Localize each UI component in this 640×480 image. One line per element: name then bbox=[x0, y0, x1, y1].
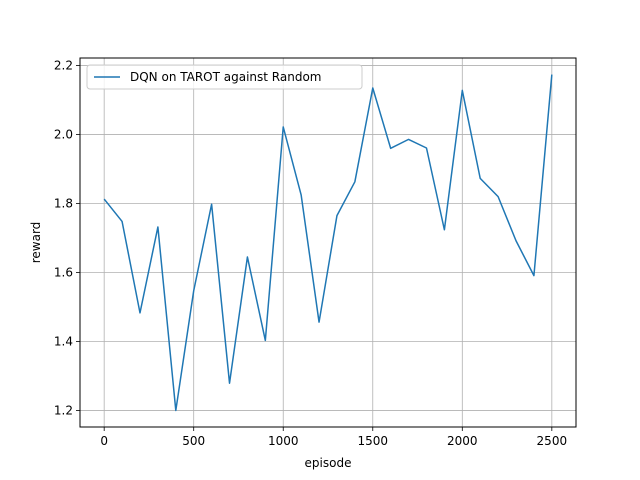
series-lines bbox=[103, 74, 553, 412]
x-axis-ticks: 0 500 1000 1500 2000 2500 bbox=[100, 427, 567, 448]
legend-box bbox=[86, 64, 363, 90]
y-axis-ticks: 1.2 1.4 1.6 1.8 2.0 2.2 bbox=[54, 59, 80, 417]
x-tick-label: 1500 bbox=[357, 434, 388, 448]
x-tick-label: 1000 bbox=[268, 434, 299, 448]
plot-frame bbox=[79, 57, 577, 428]
y-tick-label: 1.6 bbox=[54, 266, 73, 280]
x-tick-label: 500 bbox=[182, 434, 205, 448]
x-tick-label: 0 bbox=[100, 434, 108, 448]
x-tick-label: 2500 bbox=[537, 434, 568, 448]
y-axis-label: reward bbox=[29, 222, 43, 264]
legend-label: DQN on TAROT against Random bbox=[130, 70, 322, 84]
y-tick-label: 2.0 bbox=[54, 128, 73, 142]
x-tick-label: 2000 bbox=[447, 434, 478, 448]
legend: DQN on TAROT against Random bbox=[86, 64, 363, 90]
y-tick-label: 1.4 bbox=[54, 334, 73, 348]
series-line bbox=[103, 74, 553, 412]
x-axis-label: episode bbox=[305, 456, 352, 470]
y-tick-label: 2.2 bbox=[54, 59, 73, 73]
y-tick-label: 1.8 bbox=[54, 197, 73, 211]
y-tick-label: 1.2 bbox=[54, 403, 73, 417]
